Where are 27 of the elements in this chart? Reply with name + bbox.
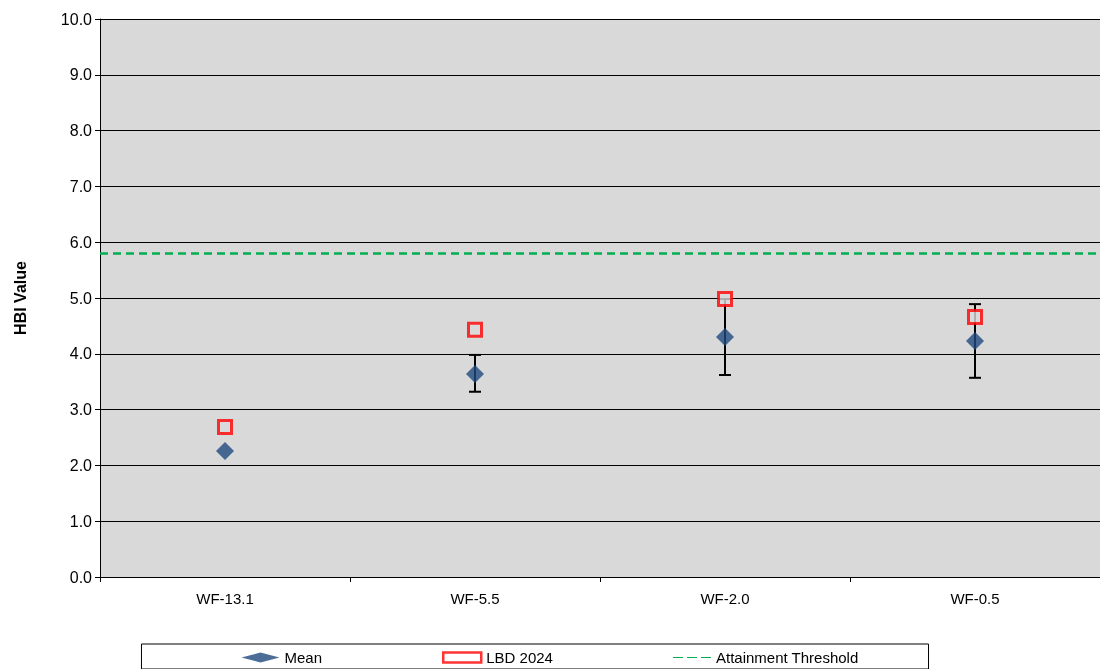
point xyxy=(717,291,733,308)
point xyxy=(967,308,983,325)
y-tick-label: 7.0 xyxy=(69,177,93,195)
y-tick-label: 1.0 xyxy=(69,512,93,530)
legend-label: Mean xyxy=(284,649,322,666)
y-tick-label: 4.0 xyxy=(69,345,93,363)
y-tick-label: 6.0 xyxy=(69,233,93,251)
legend-label: LBD 2024 xyxy=(486,649,553,666)
point xyxy=(966,331,984,350)
y-tick-label: 9.0 xyxy=(69,66,93,84)
point xyxy=(466,364,484,383)
point xyxy=(467,321,483,338)
point xyxy=(716,328,734,347)
x-tick-label: WF-2.0 xyxy=(700,590,750,607)
y-tick-label: 0.0 xyxy=(69,568,93,586)
point xyxy=(216,441,234,460)
x-tick-label: WF-13.1 xyxy=(196,590,254,607)
x-tick-label: WF-0.5 xyxy=(950,590,1000,607)
y-axis-title: HBI Value xyxy=(11,261,29,335)
x-tick-label: WF-5.5 xyxy=(450,590,500,607)
point xyxy=(217,418,233,435)
y-tick-label: 10.0 xyxy=(60,10,93,28)
y-tick-label: 8.0 xyxy=(69,122,93,140)
y-tick-label: 5.0 xyxy=(69,289,93,307)
y-tick-label: 2.0 xyxy=(69,456,93,474)
y-tick-label: 3.0 xyxy=(69,401,93,419)
legend-label: Attainment Threshold xyxy=(715,649,859,666)
